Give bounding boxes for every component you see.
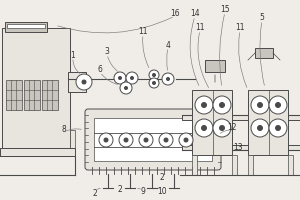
- Text: 12: 12: [227, 123, 237, 132]
- Bar: [5, 22, 47, 32]
- Text: 11: 11: [195, 23, 205, 32]
- Circle shape: [184, 138, 188, 142]
- Circle shape: [82, 80, 86, 84]
- Text: 13: 13: [233, 144, 243, 152]
- Circle shape: [257, 102, 262, 108]
- Circle shape: [159, 133, 173, 147]
- Circle shape: [99, 133, 113, 147]
- Circle shape: [130, 76, 134, 79]
- Text: 9: 9: [141, 188, 146, 196]
- Bar: [248, 90, 288, 155]
- Text: 6: 6: [98, 66, 102, 74]
- Text: 2: 2: [93, 188, 98, 198]
- FancyBboxPatch shape: [85, 109, 221, 170]
- Bar: [182, 115, 300, 120]
- Bar: [232, 155, 237, 175]
- Circle shape: [195, 96, 213, 114]
- Text: 3: 3: [105, 47, 110, 56]
- Circle shape: [269, 119, 287, 137]
- Circle shape: [202, 102, 206, 108]
- Circle shape: [179, 133, 193, 147]
- Circle shape: [220, 126, 224, 130]
- Circle shape: [124, 86, 128, 90]
- Bar: [94, 118, 212, 161]
- Bar: [192, 155, 197, 175]
- Bar: [0, 148, 75, 156]
- Circle shape: [139, 133, 153, 147]
- Circle shape: [164, 138, 168, 142]
- Circle shape: [104, 138, 108, 142]
- Text: 2: 2: [160, 173, 164, 182]
- Text: 8: 8: [61, 126, 66, 134]
- Bar: [248, 155, 253, 175]
- Circle shape: [118, 76, 122, 79]
- Circle shape: [114, 72, 126, 84]
- Bar: [68, 72, 86, 92]
- Circle shape: [257, 126, 262, 130]
- Circle shape: [275, 102, 281, 108]
- Bar: [205, 60, 225, 72]
- Text: 15: 15: [220, 5, 230, 15]
- Text: 14: 14: [190, 9, 200, 19]
- Circle shape: [149, 78, 159, 88]
- Bar: [2, 28, 70, 148]
- Circle shape: [152, 82, 155, 84]
- Bar: [24, 80, 40, 110]
- Circle shape: [162, 73, 174, 85]
- Circle shape: [167, 77, 170, 80]
- Bar: [255, 48, 273, 58]
- Circle shape: [149, 70, 159, 80]
- Bar: [70, 130, 75, 148]
- Circle shape: [195, 119, 213, 137]
- Circle shape: [126, 72, 138, 84]
- Circle shape: [76, 74, 92, 90]
- Circle shape: [275, 126, 281, 130]
- Text: 11: 11: [235, 23, 245, 32]
- Circle shape: [251, 96, 269, 114]
- Circle shape: [220, 102, 224, 108]
- Text: 16: 16: [170, 9, 180, 19]
- Circle shape: [269, 96, 287, 114]
- Circle shape: [213, 119, 231, 137]
- Circle shape: [213, 96, 231, 114]
- Bar: [182, 145, 300, 150]
- Text: 5: 5: [260, 14, 264, 22]
- Text: 4: 4: [166, 40, 170, 49]
- Circle shape: [144, 138, 148, 142]
- Circle shape: [202, 126, 206, 130]
- Bar: [7, 24, 45, 28]
- Circle shape: [152, 73, 155, 76]
- Circle shape: [120, 82, 132, 94]
- Circle shape: [119, 133, 133, 147]
- Bar: [288, 155, 293, 175]
- Bar: [6, 80, 22, 110]
- Text: 1: 1: [70, 50, 75, 60]
- Text: 2: 2: [118, 186, 122, 194]
- Text: 10: 10: [157, 188, 167, 196]
- Text: 11: 11: [138, 27, 148, 36]
- Circle shape: [251, 119, 269, 137]
- Bar: [42, 80, 58, 110]
- Bar: [192, 90, 232, 155]
- Circle shape: [124, 138, 128, 142]
